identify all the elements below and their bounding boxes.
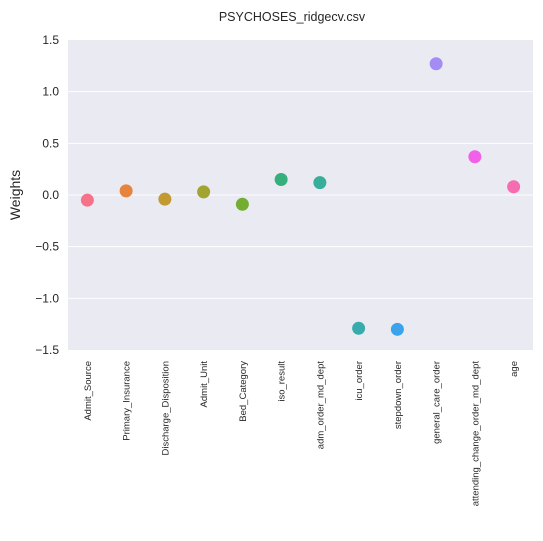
x-tick-label: adm_order_md_dept: [315, 361, 326, 450]
data-point: [313, 176, 327, 190]
data-point: [429, 57, 443, 71]
data-point: [197, 185, 211, 199]
y-axis-ticks: 1.5 1.0 0.5 0.0 −0.5 −1.0 −1.5: [35, 33, 59, 357]
x-tick-label: iso_result: [277, 361, 288, 402]
x-tick-label: stepdown_order: [393, 361, 404, 429]
chart-title: PSYCHOSES_ridgecv.csv: [219, 10, 366, 24]
x-tick-label: Admit_Source: [83, 361, 94, 421]
y-tick-label: 1.5: [42, 33, 59, 47]
y-tick-label: −1.5: [35, 343, 59, 357]
data-point: [235, 197, 249, 211]
data-point: [468, 150, 482, 164]
x-tick-label: general_care_order: [432, 361, 443, 444]
y-tick-label: −0.5: [35, 240, 59, 254]
y-tick-label: −1.0: [35, 291, 59, 305]
y-axis-label: Weights: [7, 170, 23, 220]
x-tick-label: Bed_Category: [238, 361, 249, 422]
data-points: [80, 57, 521, 336]
data-point: [352, 321, 366, 335]
data-point: [158, 192, 172, 206]
x-tick-label: age: [509, 361, 520, 377]
x-tick-label: Primary_Insurance: [122, 361, 133, 441]
y-tick-label: 1.0: [42, 85, 59, 99]
data-point: [119, 184, 133, 198]
x-tick-label: attending_change_order_md_dept: [470, 361, 481, 507]
data-point: [274, 173, 288, 186]
grid-lines: [68, 91, 533, 299]
x-tick-label: icu_order: [354, 361, 365, 401]
y-tick-label: 0.5: [42, 136, 59, 150]
x-tick-label: Discharge_Disposition: [160, 361, 171, 456]
data-point: [390, 322, 404, 336]
data-point: [80, 193, 94, 207]
x-tick-label: Admit_Unit: [199, 361, 210, 408]
x-axis-ticks: Admit_Source Primary_Insurance Discharge_D…: [83, 361, 520, 507]
y-tick-label: 0.0: [42, 188, 59, 202]
data-point: [507, 180, 521, 194]
